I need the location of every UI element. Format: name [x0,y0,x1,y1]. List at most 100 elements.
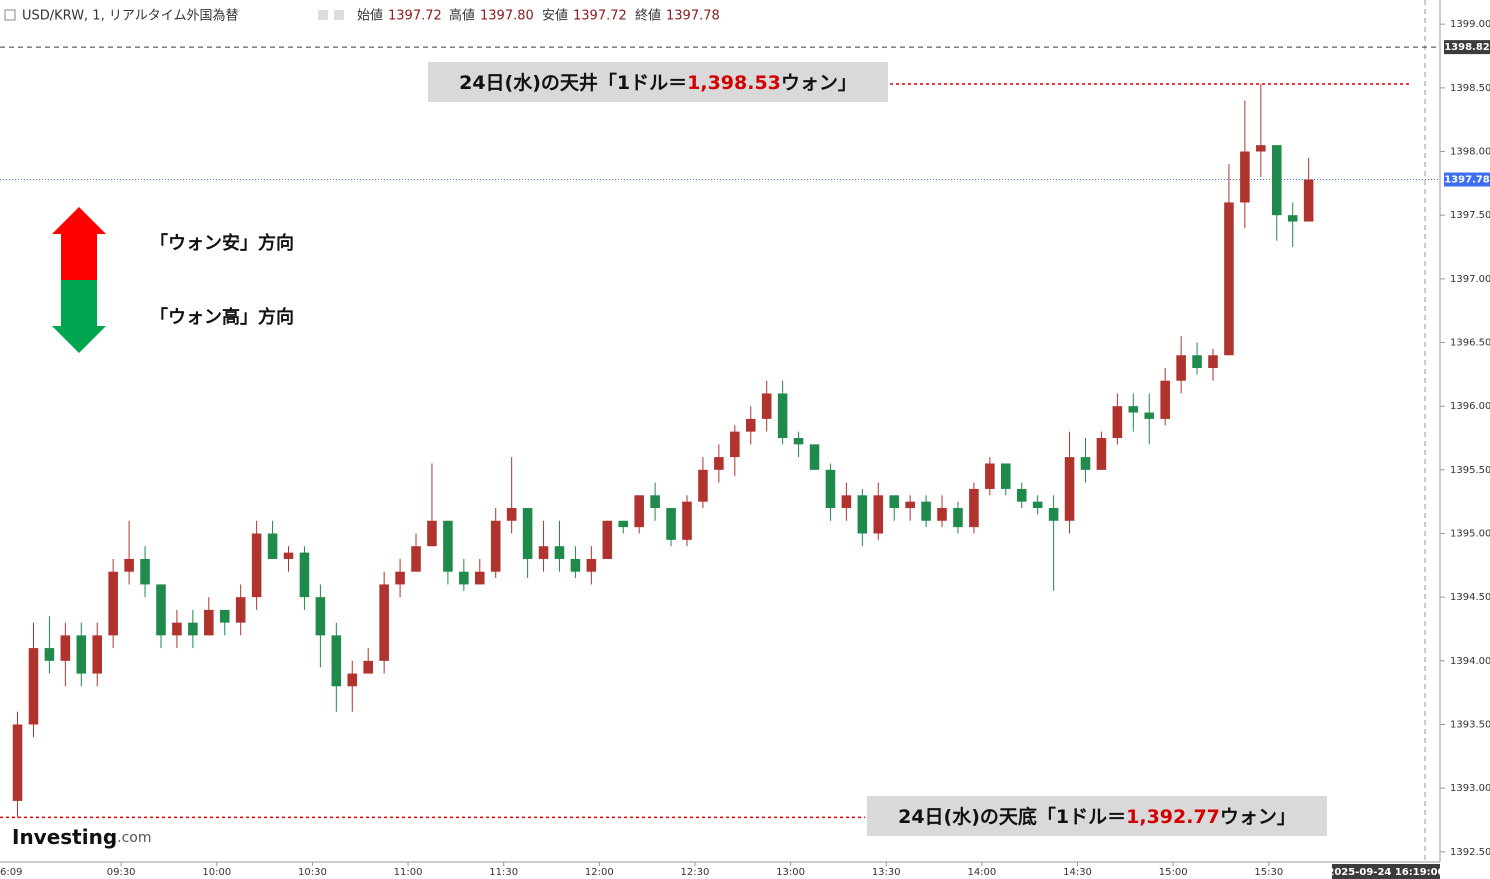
candle-body [411,546,421,572]
candle-body [570,558,581,572]
candle-body [172,622,182,636]
candle-body [761,393,772,419]
candle-body [554,546,565,559]
candle-body [953,508,963,528]
candle-body [60,635,71,661]
candle-body [1016,488,1027,502]
candle-body [395,571,405,585]
down-arrow [52,280,106,353]
candle-body [1048,508,1059,521]
candle-body [1032,501,1043,509]
candle-body [857,495,868,534]
close-label: 終値 [635,8,661,24]
y-tick-label: 1394.50 [1450,592,1490,603]
candle-body [1176,355,1186,381]
candle-body [108,571,118,636]
x-tick-label: 15:00 [1159,867,1188,878]
candle-body [1112,406,1123,439]
cursor-badge [1332,864,1440,879]
y-tick-label: 1394.00 [1450,656,1490,667]
annotation-suffix: ウォン」 [1220,806,1296,828]
candle-body [873,495,884,534]
x-tick-label: 09:30 [107,867,136,878]
symbol: USD/KRW, 1, リアルタイム外国為替 [22,8,238,24]
candle-body [1160,380,1170,419]
brand-suffix: .com [117,830,151,846]
candle-body [506,508,517,521]
low-value: 1397.72 [573,9,627,24]
candle-body [379,584,389,661]
annotation-suffix: ウォン」 [781,72,857,94]
y-tick-label: 1398.50 [1450,83,1490,94]
candle-body [1001,463,1011,489]
candle-body [905,501,915,509]
candle-body [1192,355,1202,368]
brand-name: Investing [12,825,117,849]
candle-body [28,648,39,725]
low-label: 安値 [542,8,568,24]
y-tick-label: 1397.00 [1450,274,1490,285]
x-tick-label: 13:30 [872,867,901,878]
x-tick-label: 11:30 [489,867,518,878]
price-badge [1444,40,1490,55]
candle-body [1144,412,1155,419]
candle-body [538,546,549,559]
candle-body [76,635,87,674]
candle-body [634,495,644,528]
settings-icon[interactable] [334,10,344,20]
candle-body [124,558,134,572]
candle-body [204,609,214,636]
candle-body [1240,151,1250,203]
candle-body [522,508,533,559]
high-label: 高値 [449,8,475,24]
annotation-prefix: 24日(水)の天底「1ドル＝ [898,805,1126,828]
price-badge [1444,172,1490,187]
y-tick-label: 1395.50 [1450,465,1490,476]
candle-body [299,552,310,598]
y-tick-label: 1395.00 [1450,528,1490,539]
x-tick-label: 14:30 [1063,867,1092,878]
candle-body [363,660,373,674]
x-tick-label: 14:00 [967,867,996,878]
candle-body [1064,457,1075,521]
header: USD/KRW, 1, リアルタイム外国為替 始値 1397.72 高値 139… [4,8,720,24]
x-tick-label: 10:30 [298,867,327,878]
candle-body [889,495,899,509]
y-tick-label: 1399.00 [1450,19,1490,30]
collapse-icon[interactable] [4,9,16,21]
y-tick-label: 1393.50 [1450,719,1490,730]
candle-body [1224,202,1234,356]
candle-body [219,609,230,623]
annotation-box [867,796,1327,836]
candle-body [92,635,103,674]
candle-body [682,501,692,540]
candle-body [235,597,246,623]
candle-body [1208,355,1218,368]
close-value: 1397.78 [666,9,720,24]
candle-body [251,533,262,598]
y-tick-label: 1397.50 [1450,210,1490,221]
brand: Investing.com [12,825,152,849]
price-label: 1397.78 [1444,175,1490,186]
annotation-box [428,62,888,102]
x-tick-label: 12:00 [585,867,614,878]
candle-body [937,508,947,521]
candle-body [427,520,437,547]
open-value: 1397.72 [388,9,442,24]
candle-body [1256,145,1266,152]
x-tick-label: 11:00 [394,867,423,878]
y-tick-label: 1392.50 [1450,847,1490,858]
candle-body [459,571,469,585]
y-tick-label: 1393.00 [1450,783,1490,794]
candle-body [1303,179,1314,222]
x-start-label: 6:09 [0,867,22,878]
candle-body [283,552,294,559]
candle-body [1080,457,1091,470]
candle-body [140,558,150,585]
candle-body [347,673,358,687]
settings-icon[interactable] [318,10,328,20]
candle-body [475,571,485,585]
candle-body [698,469,708,502]
